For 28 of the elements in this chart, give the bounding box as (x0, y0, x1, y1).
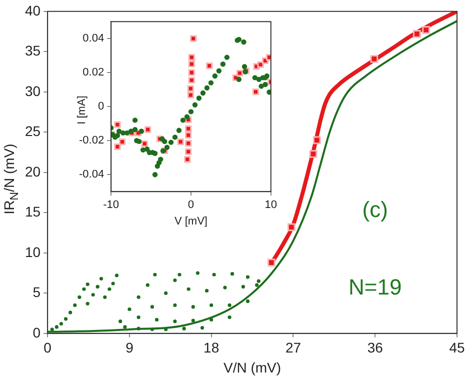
x-tick-label: 0 (188, 199, 194, 212)
y-tick-label: 40 (24, 2, 41, 18)
y-tick-label: 10 (24, 244, 41, 260)
y-tick-label: -0.04 (78, 168, 104, 181)
y-tick-label: -0.02 (78, 134, 104, 147)
x-tick-label: 10 (264, 199, 278, 212)
x-tick-label: -10 (103, 199, 120, 212)
x-tick-label: 9 (126, 340, 134, 356)
y-tick-label: 5 (32, 284, 41, 300)
x-tick-label: 45 (449, 340, 465, 356)
x-tick-label: 0 (44, 340, 52, 356)
y-tick-label: 20 (24, 163, 41, 180)
annotation: (c) (362, 197, 388, 222)
y-tick-label: 0 (32, 324, 41, 340)
y-tick-label: 25 (24, 123, 41, 140)
y-tick-label: 35 (24, 42, 41, 59)
y-tick-label: 30 (24, 82, 41, 99)
x-axis-title: V [mV] (174, 215, 208, 228)
y-tick-label: 0.04 (82, 32, 104, 45)
annotation: N=19 (348, 274, 402, 300)
y-tick-label: 0.02 (82, 66, 104, 79)
x-axis-title: V/N (mV) (224, 359, 282, 376)
y-tick-label: 15 (24, 204, 41, 220)
y-axis-title: I [mA] (76, 96, 88, 124)
x-tick-label: 36 (367, 340, 384, 356)
x-tick-label: 27 (285, 340, 302, 356)
y-tick-label: 0 (98, 100, 104, 113)
x-tick-label: 18 (204, 340, 220, 356)
